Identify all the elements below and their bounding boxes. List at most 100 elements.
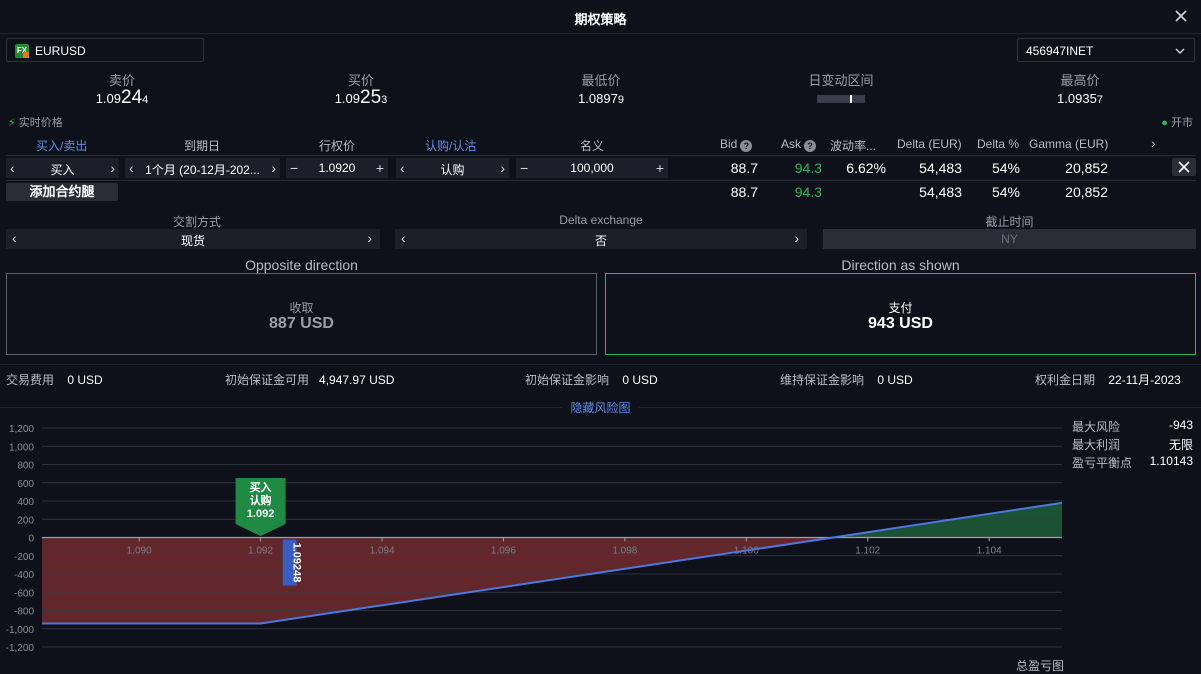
chevron-left-icon[interactable]: ‹	[12, 230, 17, 246]
cutoff-label: 截止时间	[985, 215, 1034, 229]
strike-marker-label: 认购	[250, 493, 272, 507]
total-pl-label: 总盈亏图	[1016, 659, 1065, 673]
plus-icon[interactable]: +	[375, 160, 384, 176]
y-tick-label: -1,200	[6, 643, 35, 654]
add-leg-button[interactable]: 添加合约腿	[6, 183, 118, 201]
title-bar	[0, 0, 1201, 34]
leg-ask: 94.3	[794, 160, 822, 176]
total-bid: 88.7	[730, 184, 758, 200]
notional-stepper[interactable]: − 100,000 +	[516, 158, 668, 178]
max-profit-value: 无限	[1168, 438, 1193, 452]
sell-price: 1.09244	[95, 87, 149, 108]
leg-bid: 88.7	[730, 160, 758, 176]
header-ask: Ask?	[781, 137, 817, 152]
high-label: 最高价	[1060, 73, 1100, 88]
x-tick-label: 1.090	[127, 546, 152, 557]
lightning-icon: ⚡	[8, 117, 16, 129]
buy-label: 买价	[347, 73, 374, 88]
settlement-selector[interactable]: ‹ 现货 ›	[6, 229, 380, 249]
payoff-chart: 1,200 1,000 800 600 400 200 0 -200 -400 -600 -800 -…	[6, 424, 1063, 654]
close-icon[interactable]	[1171, 6, 1191, 26]
chevron-left-icon[interactable]: ‹	[401, 230, 406, 246]
header-type[interactable]: 认购/认沽	[425, 139, 477, 153]
strike-marker-label: 买入	[250, 481, 272, 494]
loss-area	[42, 537, 834, 624]
header-side[interactable]: 买入/卖出	[36, 139, 88, 153]
strike-stepper[interactable]: − 1.0920 +	[286, 158, 388, 178]
chevron-left-icon[interactable]: ‹	[400, 160, 405, 176]
opposite-direction-button[interactable]: 收取 887 USD	[6, 273, 597, 355]
delta-exchange-label: Delta exchange	[559, 213, 643, 227]
fx-icon: FX	[15, 44, 29, 58]
shown-direction-label: Direction as shown	[841, 257, 960, 273]
x-tick-label: 1.104	[977, 546, 1002, 557]
im-available-info: 初始保证金可用 4,947.97 USD	[225, 373, 395, 387]
market-status: ● 开市	[1161, 117, 1193, 129]
delta-exchange-selector[interactable]: ‹ 否 ›	[395, 229, 807, 249]
total-ask: 94.3	[794, 184, 822, 200]
y-tick-label: -400	[14, 570, 34, 581]
chevron-left-icon[interactable]: ‹	[10, 160, 15, 176]
remove-leg-button[interactable]	[1172, 158, 1196, 176]
y-tick-label: 1,200	[9, 424, 34, 435]
plus-icon[interactable]: +	[655, 160, 664, 176]
account-dropdown[interactable]: 456947INET	[1017, 38, 1195, 62]
header-gamma: Gamma (EUR)	[1029, 137, 1109, 151]
divider	[0, 364, 1201, 365]
x-tick-label: 1.092	[248, 546, 273, 557]
daily-range-bar	[817, 95, 865, 103]
close-icon	[1178, 161, 1190, 173]
total-gamma: 20,852	[1065, 184, 1108, 200]
header-expiry: 到期日	[184, 139, 221, 153]
leg-delta-eur: 54,483	[919, 160, 962, 176]
chevron-down-icon	[1175, 48, 1185, 54]
y-tick-label: -1,000	[6, 625, 35, 636]
expiry-selector[interactable]: ‹ 1个月 (20-12月-202... ›	[125, 158, 280, 178]
header-delta-pct: Delta %	[977, 137, 1020, 151]
leg-vol: 6.62%	[846, 160, 886, 176]
x-tick-label: 1.096	[491, 546, 516, 557]
strike-marker-label: 1.092	[247, 508, 275, 520]
cutoff-field: NY	[823, 229, 1196, 249]
window-title: 期权策略	[574, 12, 627, 27]
breakeven-value: 1.10143	[1149, 454, 1193, 468]
type-selector[interactable]: ‹ 认购 ›	[396, 158, 509, 178]
low-price: 1.08979	[578, 91, 624, 106]
current-price-tag	[282, 539, 297, 586]
chevron-right-icon[interactable]: ›	[794, 230, 799, 246]
low-label: 最低价	[581, 73, 621, 88]
chevron-right-icon[interactable]: ›	[271, 160, 276, 176]
divider	[6, 155, 1196, 156]
divider	[6, 180, 1196, 181]
chevron-right-icon[interactable]: ›	[367, 230, 372, 246]
minus-icon[interactable]: −	[290, 160, 299, 176]
y-tick-label: 0	[28, 534, 34, 545]
status-dot-icon: ●	[1161, 117, 1168, 129]
hide-risk-chart-button[interactable]: 隐藏风险图	[0, 399, 1201, 416]
max-risk-value: -943	[1168, 418, 1193, 432]
chevron-right-icon[interactable]: ›	[500, 160, 505, 176]
high-price: 1.09357	[1057, 91, 1103, 106]
minus-icon[interactable]: −	[520, 160, 529, 176]
y-tick-label: 400	[17, 497, 34, 508]
x-tick-label: 1.094	[369, 546, 394, 557]
chevron-left-icon[interactable]: ‹	[129, 160, 134, 176]
strike-marker	[235, 478, 286, 536]
help-icon: ?	[804, 140, 817, 152]
shown-direction-button[interactable]: 支付 943 USD	[605, 273, 1196, 355]
symbol-selector[interactable]: FX EURUSD	[6, 38, 204, 62]
y-tick-label: -800	[14, 607, 34, 618]
total-delta-pct: 54%	[991, 184, 1020, 200]
y-tick-label: 600	[17, 479, 34, 490]
chevron-right-icon[interactable]: ›	[1151, 135, 1156, 151]
settlement-label: 交割方式	[172, 215, 221, 229]
max-profit-label: 最大利润	[1072, 438, 1121, 452]
fee-info: 交易费用 0 USD	[6, 373, 103, 387]
side-selector[interactable]: ‹ 买入 ›	[6, 158, 119, 178]
leg-gamma: 20,852	[1065, 160, 1108, 176]
premium-date-info: 权利金日期 22-11月-2023	[1035, 373, 1181, 387]
symbol-name: EURUSD	[35, 44, 86, 58]
total-delta-eur: 54,483	[919, 184, 962, 200]
range-label: 日变动区间	[808, 73, 874, 88]
chevron-right-icon[interactable]: ›	[110, 160, 115, 176]
